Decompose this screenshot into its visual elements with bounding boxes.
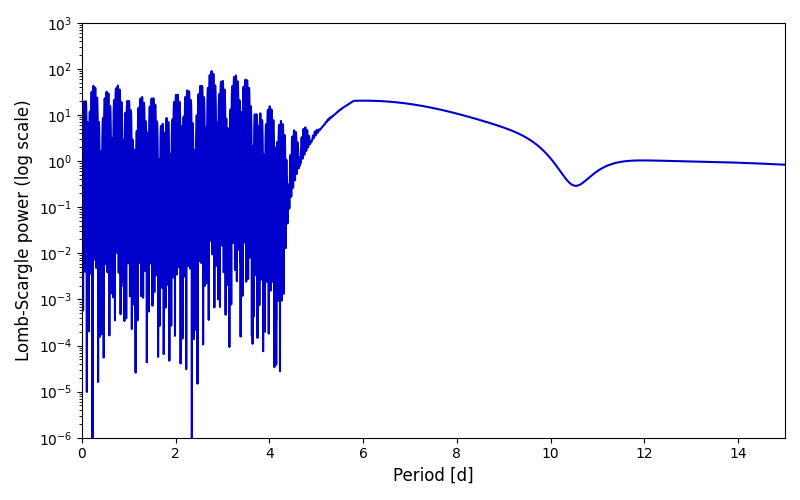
Y-axis label: Lomb-Scargle power (log scale): Lomb-Scargle power (log scale) <box>15 100 33 361</box>
X-axis label: Period [d]: Period [d] <box>393 467 474 485</box>
